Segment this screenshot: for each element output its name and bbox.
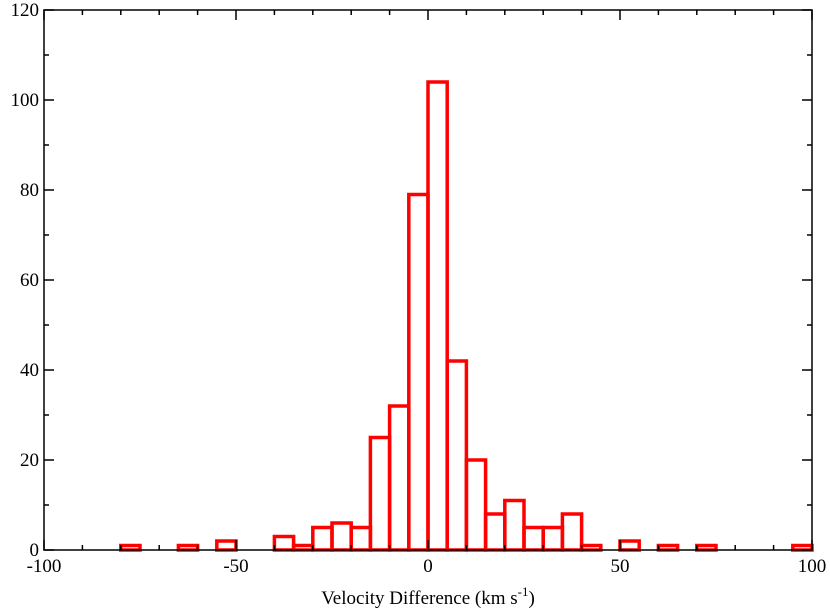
histogram-bar bbox=[311, 525, 334, 552]
x-tick-label: 50 bbox=[611, 556, 630, 577]
histogram-bar bbox=[215, 539, 238, 552]
histogram-bar bbox=[330, 521, 353, 552]
x-tick-label: -100 bbox=[27, 556, 62, 577]
histogram-bars bbox=[119, 80, 814, 552]
histogram-bar bbox=[618, 539, 641, 552]
histogram-bar bbox=[349, 525, 373, 552]
y-tick-label: 0 bbox=[30, 540, 40, 561]
y-tick-label: 40 bbox=[20, 360, 39, 381]
x-axis-label-close: ) bbox=[528, 588, 534, 609]
x-axis-label-sup: -1 bbox=[518, 584, 529, 599]
y-tick-label: 20 bbox=[20, 450, 39, 471]
x-tick-label: 0 bbox=[423, 556, 433, 577]
x-axis-label-main: Velocity Difference (km s bbox=[321, 588, 517, 609]
histogram-bar bbox=[387, 404, 411, 552]
histogram-bar bbox=[368, 435, 392, 552]
histogram-bar bbox=[272, 534, 296, 552]
tick-labels: -100 -50 0 50 100 0 20 40 60 80 100 120 bbox=[11, 0, 827, 577]
y-tick-label: 100 bbox=[11, 90, 40, 111]
histogram-bar bbox=[464, 458, 488, 552]
histogram-bar bbox=[445, 359, 469, 552]
histogram-bar bbox=[522, 525, 545, 552]
y-tick-label: 120 bbox=[11, 0, 40, 21]
histogram-bar bbox=[560, 512, 584, 552]
y-tick-label: 60 bbox=[20, 270, 39, 291]
histogram-bar bbox=[407, 192, 430, 552]
x-axis-label: Velocity Difference (km s-1) bbox=[321, 584, 535, 609]
histogram-bar bbox=[426, 80, 449, 552]
histogram-bar bbox=[503, 498, 526, 552]
x-tick-label: -50 bbox=[223, 556, 248, 577]
histogram-bar bbox=[483, 512, 507, 552]
x-tick-label: 100 bbox=[798, 556, 827, 577]
axis-ticks bbox=[43, 9, 813, 551]
y-tick-label: 80 bbox=[20, 180, 39, 201]
histogram-bar bbox=[541, 525, 565, 552]
